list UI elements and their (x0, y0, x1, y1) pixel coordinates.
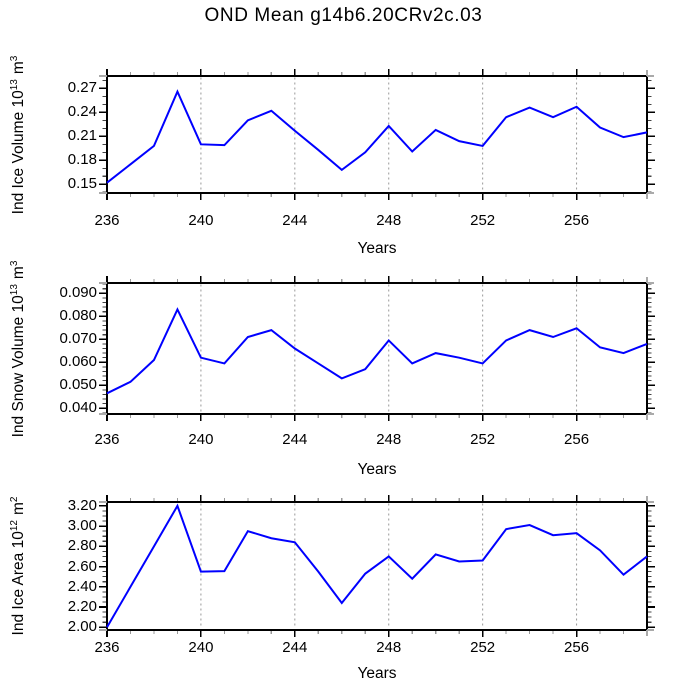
y-tick-label: 0.090 (59, 284, 97, 302)
x-tick-label: 236 (94, 212, 120, 229)
y-axis-label-ice-area: Ind Ice Area 1012 m2 (8, 496, 28, 636)
y-axis-label-exponent: 13 (8, 283, 20, 295)
y-axis-label-text: Ind Ice Area 10 (10, 531, 27, 636)
y-tick-label: 0.080 (59, 307, 97, 325)
x-tick-label: 252 (470, 212, 496, 229)
data-line-series (106, 307, 648, 395)
x-tick-label: 236 (94, 639, 120, 656)
x-tick-label: 240 (188, 431, 214, 448)
y-tick-label: 2.20 (67, 598, 97, 616)
x-axis-label-years-1: Years (357, 240, 397, 257)
x-tick-label: 252 (470, 431, 496, 448)
x-tick-label: 256 (564, 639, 590, 656)
y-tick-label: 0.21 (67, 127, 97, 145)
y-axis-label-exponent: 13 (8, 78, 20, 90)
x-tick-label: 244 (282, 639, 308, 656)
y-axis-label-unit: m (10, 502, 27, 516)
data-line-series (106, 503, 648, 628)
x-tick-label: 248 (376, 639, 402, 656)
x-tick-label: 240 (188, 639, 214, 656)
y-tick-label: 0.070 (59, 330, 97, 348)
y-axis-label-unit-exponent: 2 (8, 496, 20, 503)
y-axis-label-unit: m (10, 60, 27, 74)
x-tick-label: 248 (376, 431, 402, 448)
y-tick-label: 0.050 (59, 376, 97, 394)
y-tick-label: 2.60 (67, 557, 97, 575)
y-axis-label-ice-volume: Ind Ice Volume 1013 m3 (8, 55, 28, 214)
x-tick-label: 244 (282, 212, 308, 229)
x-tick-label: 256 (564, 212, 590, 229)
x-axis-label-years-2: Years (357, 461, 397, 478)
y-tick-label: 3.20 (67, 496, 97, 514)
y-tick-label: 0.15 (67, 175, 97, 193)
x-tick-label: 256 (564, 431, 590, 448)
y-tick-label: 0.060 (59, 353, 97, 371)
y-tick-label: 3.00 (67, 517, 97, 535)
chart-title: OND Mean g14b6.20CRv2c.03 (204, 5, 483, 26)
y-tick-label: 0.24 (67, 103, 97, 121)
y-axis-label-unit-exponent: 3 (8, 55, 20, 61)
x-tick-label: 244 (282, 431, 308, 448)
y-axis-label-text: Ind Ice Volume 10 (10, 89, 27, 214)
x-tick-label: 248 (376, 212, 402, 229)
x-tick-label: 252 (470, 639, 496, 656)
y-axis-label-unit: m (10, 265, 27, 279)
x-axis-label-years-3: Years (357, 665, 397, 682)
y-tick-label: 2.40 (67, 577, 97, 595)
x-tick-label: 240 (188, 212, 214, 229)
x-tick-label: 236 (94, 431, 120, 448)
y-axis-label-exponent: 12 (8, 520, 20, 532)
y-axis-label-unit-exponent: 3 (8, 260, 20, 266)
y-tick-label: 0.27 (67, 79, 97, 97)
y-axis-label-text: Ind Snow Volume 10 (10, 294, 27, 437)
data-line-series (106, 89, 648, 184)
y-tick-label: 2.00 (67, 618, 97, 636)
y-axis-label-snow-volume: Ind Snow Volume 1013 m3 (8, 260, 28, 437)
y-tick-label: 2.80 (67, 537, 97, 555)
y-tick-label: 0.18 (67, 151, 97, 169)
y-tick-label: 0.040 (59, 399, 97, 417)
